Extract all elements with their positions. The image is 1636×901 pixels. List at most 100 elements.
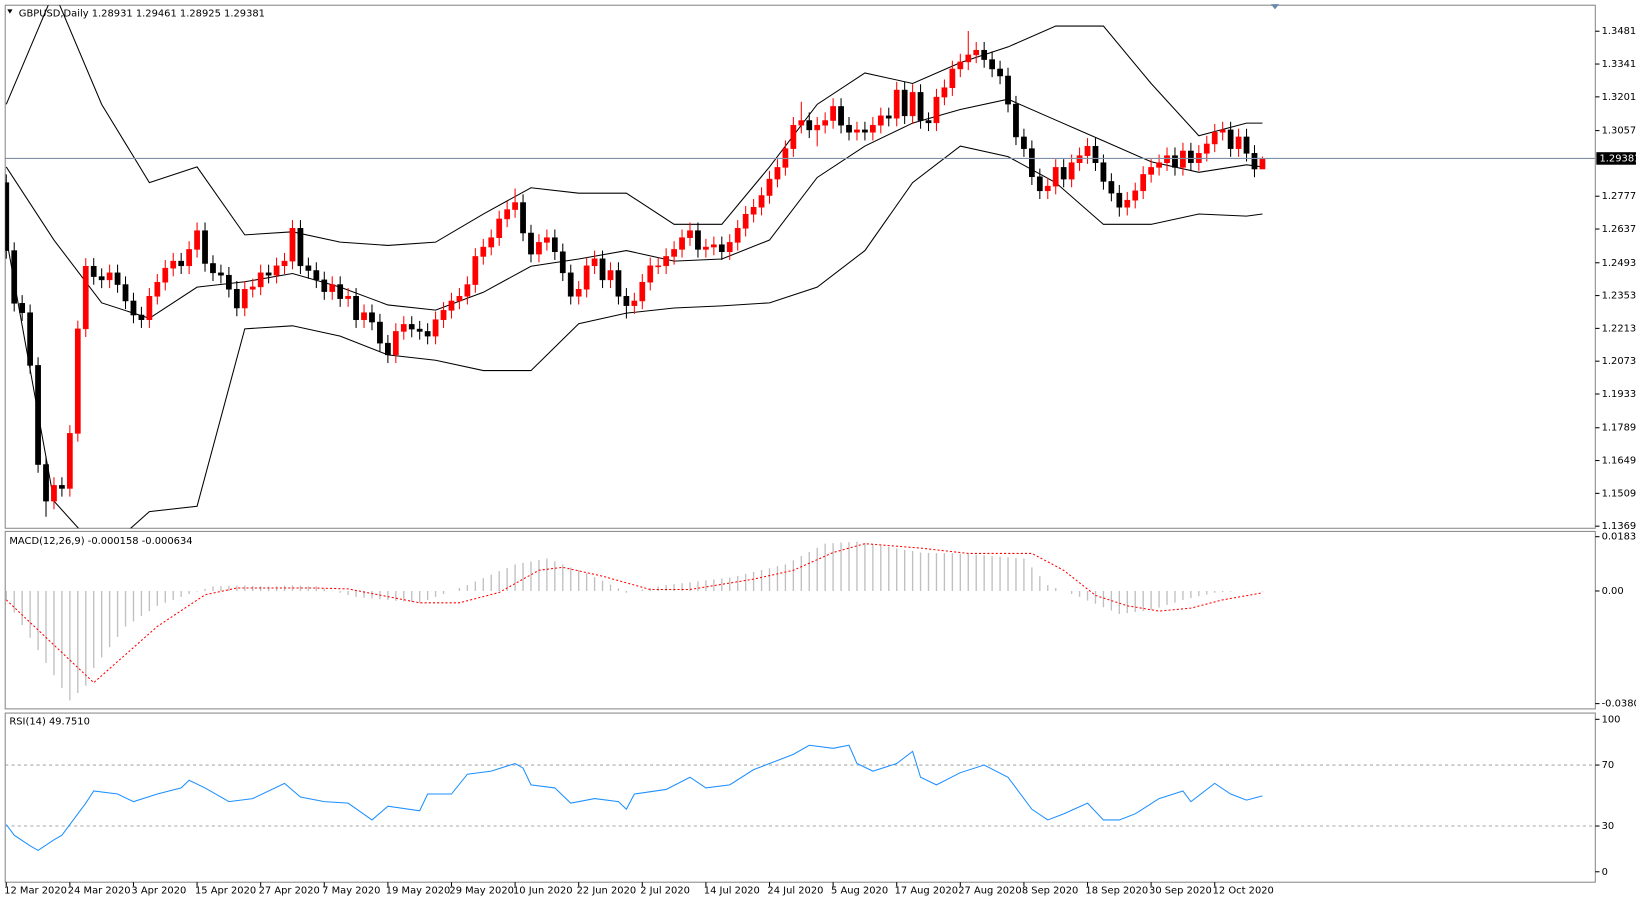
x-tick-label: 22 Jun 2020 — [577, 886, 637, 897]
candle-body — [933, 96, 940, 124]
candle-body — [893, 89, 900, 119]
x-tick-label: 27 Aug 2020 — [958, 886, 1021, 897]
candle-body — [695, 230, 701, 250]
y-tick-label: 1.26370 — [1602, 224, 1636, 235]
candle-body — [345, 296, 351, 299]
candle-body — [885, 115, 892, 119]
candle-body — [1164, 155, 1170, 163]
candle-body — [806, 120, 813, 131]
candle-body — [687, 230, 693, 238]
candle-body — [1219, 129, 1226, 133]
candle-body — [257, 272, 264, 288]
candle-body — [679, 237, 685, 250]
x-tick-label: 29 May 2020 — [449, 886, 514, 897]
y-tick-label: 70 — [1602, 760, 1615, 771]
candle-body — [949, 68, 956, 88]
candle-body — [424, 331, 431, 337]
candle-body — [957, 61, 964, 70]
shift-marker[interactable] — [1270, 4, 1280, 10]
x-tick-label: 12 Oct 2020 — [1213, 886, 1274, 897]
line-pane — [5, 744, 1596, 852]
candle-body — [138, 314, 145, 320]
candle-body — [106, 272, 113, 281]
candle-body — [1100, 162, 1107, 182]
candle-body — [631, 300, 638, 306]
candle-body — [464, 284, 471, 297]
candle-body — [591, 258, 598, 267]
candle-body — [854, 129, 860, 133]
candle-body — [703, 246, 709, 250]
main-pane-frame — [4, 4, 1596, 529]
candle-body — [361, 312, 367, 320]
y-tick-label: 1.33410 — [1602, 59, 1636, 70]
candle-body — [766, 178, 773, 196]
x-tick-label: 17 Aug 2020 — [895, 886, 958, 897]
y-tick-label: 1.32010 — [1602, 92, 1636, 103]
candle-body — [416, 328, 423, 332]
y-tick-label: 1.16490 — [1602, 456, 1636, 467]
candle-body — [846, 124, 852, 133]
candle-body — [544, 237, 550, 243]
candle-body — [623, 296, 630, 306]
candle-body — [59, 485, 65, 489]
candle-body — [520, 202, 526, 234]
candle-body — [615, 270, 622, 297]
menu-arrow[interactable] — [7, 9, 13, 14]
candle-body — [281, 260, 288, 267]
candle-body — [265, 272, 272, 276]
candle-body — [392, 331, 399, 356]
candle-body — [353, 296, 359, 320]
candle-body — [671, 249, 677, 257]
candle-body — [218, 272, 224, 276]
y-tick-label: 0.00 — [1602, 586, 1624, 597]
candle-body — [989, 59, 995, 70]
y-tick-label: 1.27770 — [1602, 191, 1636, 202]
candle-body — [35, 365, 41, 465]
candle-body — [1092, 146, 1099, 163]
candle-body — [11, 250, 18, 304]
candle-body — [170, 260, 177, 269]
y-tick-label: 1.13690 — [1602, 521, 1636, 532]
candle-body — [146, 296, 153, 320]
candle-body — [1029, 148, 1035, 178]
candle-body — [313, 270, 320, 281]
candle-body — [233, 288, 240, 309]
candle-body — [1188, 150, 1194, 163]
candle-body — [1132, 190, 1139, 201]
macd-pane-frame — [4, 530, 1596, 710]
candle-body — [273, 265, 280, 276]
x-tick-label: 10 Jun 2020 — [513, 886, 573, 897]
candle-body — [742, 213, 749, 229]
x-tick-label: 30 Sep 2020 — [1149, 886, 1212, 897]
candle-body — [1021, 136, 1027, 149]
candle-body — [90, 266, 97, 277]
candle-body — [726, 242, 733, 253]
candle-body — [1124, 199, 1131, 208]
y-tick-label: 1.23530 — [1602, 291, 1636, 302]
y-tick-label: 1.22130 — [1602, 323, 1636, 334]
x-tick-label: 27 Apr 2020 — [259, 886, 320, 897]
candle-body — [607, 270, 614, 281]
candle-body — [289, 228, 296, 262]
candle-body — [639, 281, 646, 302]
x-tick-label: 19 May 2020 — [386, 886, 451, 897]
candle-body — [536, 242, 542, 255]
candle-body — [901, 89, 908, 117]
candle-body — [1172, 155, 1178, 168]
candle-body — [241, 288, 248, 309]
candle-body — [19, 303, 26, 313]
candle-body — [1259, 158, 1266, 170]
y-tick-label: 1.19330 — [1602, 389, 1636, 400]
x-tick-label: 24 Mar 2020 — [68, 886, 131, 897]
candle-body — [663, 256, 670, 267]
candle-body — [1052, 167, 1059, 187]
candle-body — [551, 237, 558, 253]
y-tick-label: 0.018355 — [1602, 532, 1636, 543]
candle-body — [647, 265, 654, 283]
candle-body — [432, 319, 439, 337]
candle-body — [98, 276, 105, 281]
candle-body — [210, 263, 216, 274]
